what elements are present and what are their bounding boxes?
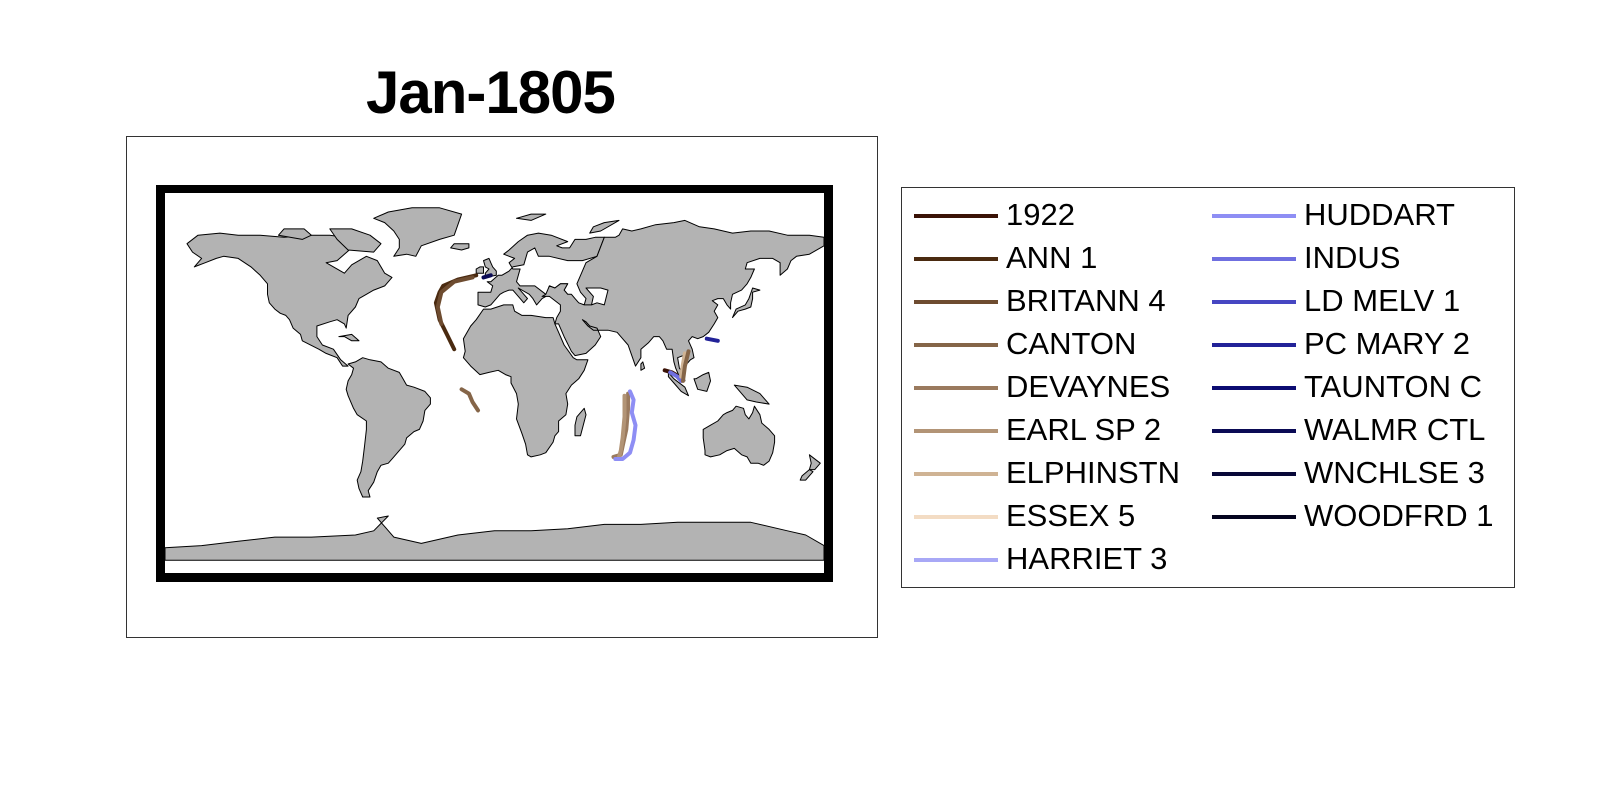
legend-label: LD MELV 1 (1304, 283, 1461, 318)
land-europe (477, 232, 605, 308)
land-new-zealand (808, 454, 821, 471)
ship-track-indus (668, 370, 684, 383)
land-greenland (373, 207, 463, 257)
legend-swatch (1212, 472, 1296, 476)
ship-track-canton (681, 349, 691, 383)
land-japan (732, 287, 761, 319)
land-cuba (338, 333, 360, 342)
legend-label: WALMR CTL (1304, 412, 1486, 447)
legend-label: PC MARY 2 (1304, 326, 1470, 361)
legend-swatch (914, 472, 998, 476)
land-sri-lanka (640, 361, 646, 371)
land-madagascar (574, 407, 587, 437)
land-australia (702, 405, 776, 466)
map-title: Jan-1805 (366, 59, 616, 126)
legend-swatch (1212, 386, 1296, 390)
legend-swatch (914, 343, 998, 347)
ship-track-canton (459, 387, 480, 413)
land-svalbard (516, 213, 547, 221)
land-africa (462, 304, 589, 458)
legend-swatch (914, 429, 998, 433)
legend-label: ESSEX 5 (1006, 498, 1136, 533)
land-new-zealand-south (799, 469, 814, 481)
legend-label: BRITANN 4 (1006, 283, 1166, 318)
legend-label: CANTON (1006, 326, 1137, 361)
legend: 1922 ANN 1 BRITANN 4 CANTON DEVAYNES EARL SP … (901, 187, 1515, 588)
legend-swatch (914, 515, 998, 519)
land-new-guinea (733, 384, 770, 405)
land-sumatra (667, 371, 689, 397)
legend-swatch (914, 257, 998, 261)
ship-track-walmr-ctl (481, 273, 493, 280)
legend-swatch (914, 214, 998, 218)
legend-label: ANN 1 (1006, 240, 1098, 275)
legend-swatch (1212, 214, 1296, 218)
land-masses (164, 207, 825, 561)
ship-track-pc-mary-2 (704, 336, 720, 343)
legend-swatch (914, 558, 998, 562)
legend-label: TAUNTON C (1304, 369, 1482, 404)
ship-track-huddart (613, 389, 638, 461)
land-iceland (450, 243, 470, 251)
legend-label: WOODFRD 1 (1304, 498, 1494, 533)
land-great-britain (483, 257, 497, 278)
legend-label: 1922 (1006, 197, 1075, 232)
land-antarctica (164, 515, 825, 561)
land-ireland (475, 266, 484, 274)
legend-swatch (1212, 515, 1296, 519)
legend-swatch (1212, 257, 1296, 261)
land-victoria-island (278, 228, 312, 240)
ship-track-earl-sp-2 (617, 393, 627, 459)
land-north-america (186, 232, 393, 367)
land-asia (541, 219, 825, 382)
ship-track-elphinstn (679, 351, 687, 379)
land-borneo (693, 371, 711, 392)
land-south-america (345, 357, 431, 498)
legend-swatch (914, 300, 998, 304)
legend-swatch (1212, 300, 1296, 304)
legend-label: DEVAYNES (1006, 369, 1171, 404)
legend-label: ELPHINSTN (1006, 455, 1180, 490)
legend-swatch (1212, 343, 1296, 347)
legend-label: HUDDART (1304, 197, 1455, 232)
legend-label: INDUS (1304, 240, 1401, 275)
map-panel (126, 136, 878, 638)
legend-label: HARRIET 3 (1006, 541, 1168, 576)
ship-track-britann-4 (435, 275, 475, 326)
legend-swatch (1212, 429, 1296, 433)
world-map (156, 185, 833, 582)
legend-swatch (914, 386, 998, 390)
legend-label: WNCHLSE 3 (1304, 455, 1485, 490)
land-novaya-zemlya (589, 219, 620, 234)
ship-tracks (433, 273, 720, 461)
legend-label: EARL SP 2 (1006, 412, 1162, 447)
land-baffin (329, 228, 382, 253)
